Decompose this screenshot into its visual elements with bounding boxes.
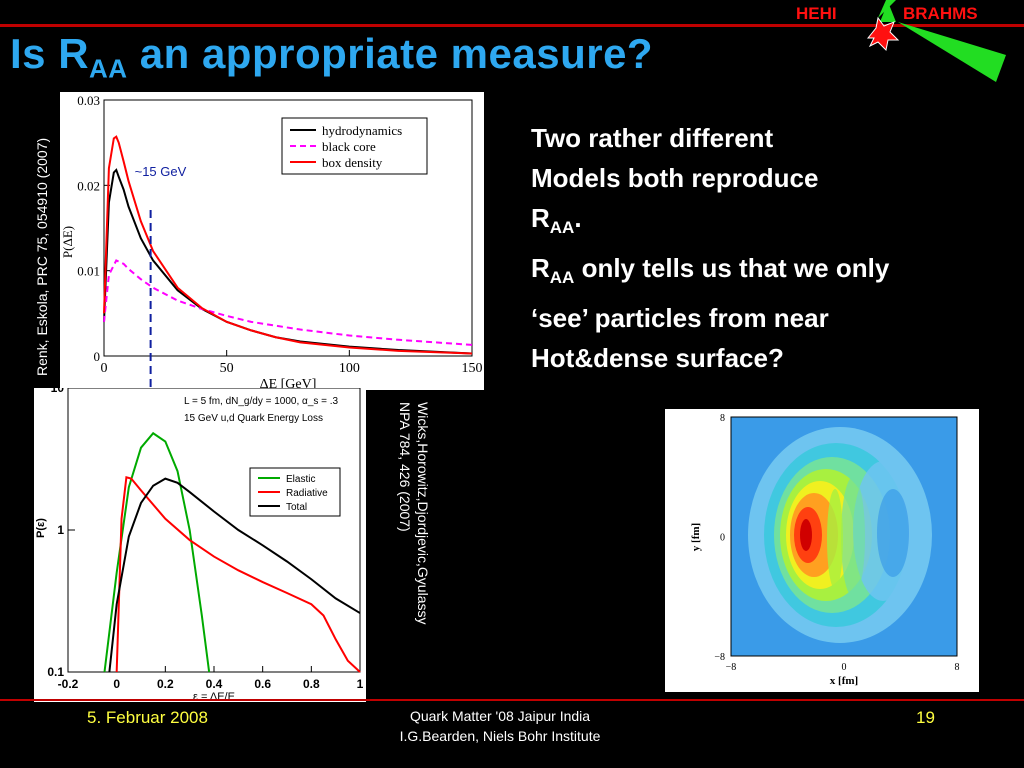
x-tick-label: −8 — [726, 662, 737, 673]
contour-region — [800, 519, 812, 551]
text-line-6: Hot&dense surface? — [531, 343, 784, 374]
header-rule — [0, 24, 1024, 27]
y-tick-label: 0.1 — [47, 665, 64, 679]
text-line-2: Models both reproduce — [531, 163, 819, 193]
legend-label: hydrodynamics — [322, 123, 402, 138]
citation-wicks: Wicks,Horowitz,Djordjevic,Gyulassy NPA 78… — [396, 402, 432, 624]
annotation-label: 15 GeV u,d Quark Energy Loss — [184, 413, 323, 424]
footer-conference: Quark Matter '08 Jaipur India I.G.Bearde… — [300, 706, 700, 746]
x-axis-label: x [fm] — [830, 675, 858, 687]
emission-density-map-svg: −8 0 8 −8 0 8 x [fm] y [fm] — [690, 413, 960, 687]
y-tick-label: −8 — [714, 652, 725, 663]
citation-renk: Renk, Eskola, PRC 75, 054910 (2007) — [34, 137, 50, 376]
x-tick-label: -0.2 — [58, 677, 79, 691]
annotation-label: L = 5 fm, dN_g/dy = 1000, α_s = .3 — [184, 396, 339, 407]
text-line-5: ‘see’ particles from near — [531, 303, 829, 334]
y-tick-label: 0.01 — [77, 264, 100, 279]
contour-region — [877, 489, 909, 577]
footer-conference-line1: Quark Matter '08 Jaipur India — [409, 708, 591, 724]
legend-label: box density — [322, 155, 383, 170]
text-line-1: Two rather different — [531, 123, 774, 153]
plot-frame — [103, 99, 473, 357]
x-tick-label: 0.4 — [206, 677, 223, 691]
legend-label: Radiative — [286, 488, 328, 499]
x-tick-label: 100 — [339, 361, 360, 376]
legend-label: Elastic — [286, 474, 315, 485]
quark-energy-loss-plot: -0.2 0 0.2 0.4 0.6 0.8 1 0.1 1 10 ε = ΔE/E P(ε) L = … — [34, 381, 366, 703]
series-line — [103, 259, 473, 346]
y-tick-label: 0.02 — [77, 178, 100, 193]
text-line-4: RAA only tells us that we only — [531, 253, 890, 288]
y-tick-label: 8 — [720, 413, 725, 424]
brahms-logo-text: BRAHMS — [903, 4, 978, 23]
energy-loss-distribution-plot: 0 50 100 150 0 0.01 0.02 0.03 ΔE [GeV] P(ΔE) ~15 G… — [60, 92, 484, 392]
footer-rule — [0, 699, 1024, 701]
x-tick-label: 0 — [842, 662, 847, 673]
series-line — [103, 135, 473, 355]
series-line — [115, 476, 361, 673]
annotation-label: ~15 GeV — [135, 164, 187, 179]
y-tick-label: 0 — [720, 533, 725, 544]
brahms-logo-icon — [866, 0, 1006, 82]
x-tick-label: 0.8 — [303, 677, 320, 691]
legend-label: black core — [322, 139, 376, 154]
x-tick-label: 0.2 — [157, 677, 174, 691]
emission-density-map: −8 0 8 −8 0 8 x [fm] y [fm] — [665, 409, 979, 692]
x-tick-label: 0.6 — [254, 677, 271, 691]
y-axis-label: P(ε) — [35, 518, 47, 538]
x-tick-label: 8 — [955, 662, 960, 673]
series-line — [103, 431, 211, 673]
citation-wicks-line2: NPA 784, 426 (2007) — [397, 402, 413, 532]
footer-conference-line2: I.G.Bearden, Niels Bohr Institute — [399, 728, 601, 744]
x-tick-label: 150 — [462, 361, 483, 376]
y-tick-label: 0 — [94, 349, 101, 364]
x-tick-label: 0 — [101, 361, 108, 376]
y-tick-label: 1 — [57, 523, 64, 537]
legend-box — [281, 117, 428, 175]
slide-body-text: Two rather different Models both reprodu… — [531, 118, 889, 378]
x-tick-label: 0 — [113, 677, 120, 691]
y-tick-label: 0.03 — [77, 93, 100, 108]
y-axis-label: y [fm] — [690, 523, 702, 551]
text-line-3: RAA. — [531, 203, 582, 238]
legend-label: Total — [286, 502, 307, 513]
x-tick-label: 1 — [357, 677, 364, 691]
footer-date: 5. Februar 2008 — [87, 708, 208, 727]
slide-title: Is RAA an appropriate measure? — [10, 30, 654, 84]
y-axis-label: P(ΔE) — [60, 226, 75, 258]
page-number: 19 — [916, 708, 935, 727]
series-line — [108, 477, 361, 673]
citation-wicks-line1: Wicks,Horowitz,Djordjevic,Gyulassy — [415, 402, 431, 625]
x-tick-label: 50 — [220, 361, 234, 376]
contour-region — [841, 477, 865, 597]
y-tick-label: 10 — [51, 388, 65, 395]
contour-region — [827, 489, 843, 589]
plot-frame — [67, 387, 361, 673]
hehi-logo-text: HEHI — [796, 4, 837, 23]
